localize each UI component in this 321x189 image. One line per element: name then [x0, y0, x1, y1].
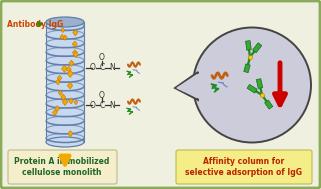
Polygon shape [55, 106, 60, 112]
Polygon shape [61, 28, 65, 33]
Text: O: O [99, 91, 105, 99]
Text: O: O [90, 64, 96, 73]
Polygon shape [61, 94, 66, 100]
Text: C: C [100, 64, 105, 73]
FancyBboxPatch shape [176, 150, 312, 184]
Polygon shape [66, 66, 71, 72]
Polygon shape [247, 84, 257, 93]
Text: O: O [99, 53, 105, 63]
Polygon shape [69, 98, 74, 104]
Bar [46, 22, 84, 142]
Polygon shape [62, 98, 68, 105]
Polygon shape [256, 79, 263, 88]
Ellipse shape [46, 17, 84, 27]
Polygon shape [177, 74, 199, 98]
Polygon shape [56, 79, 60, 85]
Polygon shape [246, 41, 251, 50]
Polygon shape [68, 131, 73, 137]
Polygon shape [67, 70, 73, 77]
Text: Antibody IgG: Antibody IgG [7, 20, 63, 29]
Polygon shape [253, 43, 262, 53]
Ellipse shape [46, 137, 84, 147]
Text: N: N [109, 64, 115, 73]
Polygon shape [73, 51, 78, 57]
Polygon shape [175, 72, 198, 100]
Polygon shape [74, 100, 78, 105]
Text: N: N [109, 101, 115, 109]
FancyBboxPatch shape [8, 150, 117, 184]
Polygon shape [265, 100, 273, 109]
Polygon shape [73, 29, 78, 36]
Text: C: C [100, 101, 105, 109]
Ellipse shape [193, 28, 311, 143]
Polygon shape [69, 60, 74, 66]
Polygon shape [73, 50, 77, 56]
Text: Affinity column for
selective adsorption of IgG: Affinity column for selective adsorption… [186, 157, 302, 177]
Text: Protein A immobilized
cellulose monolith: Protein A immobilized cellulose monolith [14, 157, 110, 177]
Polygon shape [67, 82, 73, 89]
Polygon shape [60, 34, 64, 40]
Polygon shape [72, 41, 77, 47]
Polygon shape [62, 65, 67, 72]
Polygon shape [244, 64, 250, 73]
Polygon shape [57, 75, 62, 81]
Polygon shape [52, 110, 57, 116]
Polygon shape [63, 35, 67, 40]
Polygon shape [58, 90, 63, 95]
Text: O: O [90, 101, 96, 109]
